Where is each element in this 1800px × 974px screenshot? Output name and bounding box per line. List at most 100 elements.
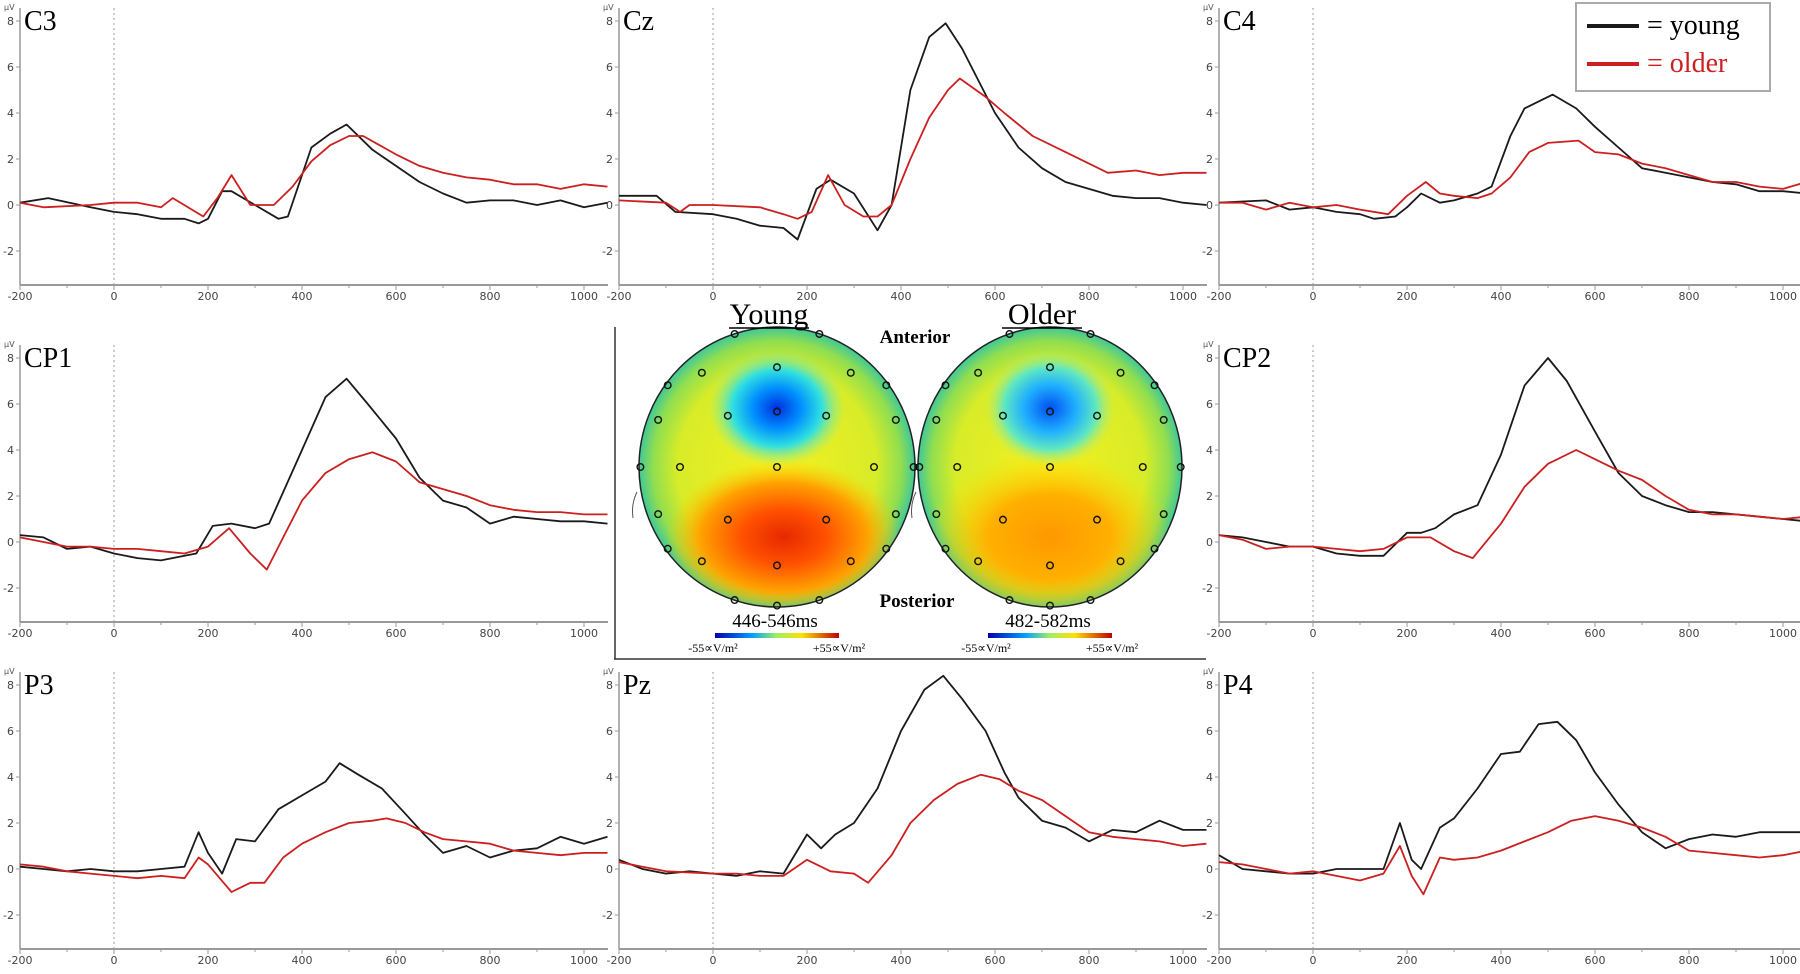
x-tick-label: 400 — [891, 954, 912, 967]
electrode-marker — [882, 381, 891, 390]
channel-label: CP2 — [1223, 343, 1271, 374]
electrode-marker — [730, 329, 739, 338]
colorbar-min-label: -55∝V/m² — [961, 641, 1011, 655]
waveform-young — [1218, 720, 1800, 875]
topomap-young: Young 446-546ms -55∝V/m² +55∝V/m² — [632, 300, 918, 655]
y-tick-label: 4 — [7, 444, 14, 457]
electrode-marker — [932, 415, 941, 424]
colorbar-max-label: +55∝V/m² — [1086, 641, 1139, 655]
electrode-marker — [1159, 415, 1168, 424]
legend-item-older: = older — [1587, 48, 1727, 80]
x-tick-label: -200 — [1207, 290, 1232, 303]
x-tick-label: -200 — [8, 290, 33, 303]
x-tick-label: 800 — [1679, 954, 1700, 967]
electrode-marker — [1086, 329, 1095, 338]
y-tick-label: -2 — [1202, 909, 1213, 922]
waveform-older — [19, 817, 608, 893]
posterior-label: Posterior — [880, 591, 955, 612]
electrode-marker — [1150, 381, 1159, 390]
y-tick-label: 0 — [7, 863, 14, 876]
y-unit-label: µV — [4, 340, 15, 349]
erp-plot: µV 8 6 4 2 0 -2 -200 0 200 400 600 800 1000 Cz — [602, 3, 1207, 303]
y-tick-label: 4 — [7, 107, 14, 120]
electrode-marker — [909, 462, 918, 471]
electrode-marker — [1116, 557, 1125, 566]
y-tick-label: 8 — [1206, 15, 1213, 28]
electrode-marker — [1159, 510, 1168, 519]
y-unit-label: µV — [1203, 667, 1214, 676]
x-tick-label: 0 — [1310, 627, 1317, 640]
topomap-title-older: Older — [1008, 300, 1076, 331]
x-tick-label: 0 — [111, 954, 118, 967]
y-tick-label: 4 — [7, 771, 14, 784]
y-tick-label: -2 — [3, 582, 14, 595]
electrode-marker — [953, 462, 962, 471]
electrode-marker — [1005, 596, 1014, 605]
x-tick-label: 0 — [1310, 954, 1317, 967]
waveform-young — [1218, 357, 1800, 557]
electrode-marker — [1138, 462, 1147, 471]
erp-plot: µV 8 6 4 2 0 -2 -200 0 200 400 600 800 1000 Pz — [602, 667, 1207, 967]
y-tick-label: 6 — [606, 61, 613, 74]
y-tick-label: 6 — [7, 398, 14, 411]
x-tick-label: 1000 — [1769, 290, 1797, 303]
y-tick-label: -2 — [1202, 582, 1213, 595]
waveform-young — [1218, 93, 1800, 220]
electrode-marker — [723, 515, 732, 524]
erp-plot: µV 8 6 4 2 0 -2 -200 0 200 400 600 800 1000 C3 — [3, 3, 608, 303]
ear-icon — [632, 491, 638, 519]
electrode-marker — [815, 329, 824, 338]
y-tick-label: 8 — [7, 15, 14, 28]
electrode-marker — [846, 368, 855, 377]
positive-region — [926, 452, 1174, 607]
x-tick-label: 200 — [1397, 954, 1418, 967]
y-tick-label: 0 — [606, 863, 613, 876]
x-tick-label: 0 — [710, 954, 717, 967]
channel-label: C4 — [1223, 6, 1256, 37]
electrode-marker — [822, 411, 831, 420]
electrode-marker — [1005, 329, 1014, 338]
waveform-older — [618, 773, 1207, 884]
electrode-marker — [675, 462, 684, 471]
erp-plot: µV 8 6 4 2 0 -2 -200 0 200 400 600 800 1000 P3 — [3, 667, 608, 967]
y-tick-label: 6 — [606, 725, 613, 738]
erp-panel-c3: µV 8 6 4 2 0 -2 -200 0 200 400 600 800 1000 C3 — [0, 0, 610, 310]
erp-panel-p3: µV 8 6 4 2 0 -2 -200 0 200 400 600 800 1000 P3 — [0, 664, 610, 974]
y-tick-label: 2 — [1206, 817, 1213, 830]
head-outline — [917, 326, 1183, 608]
waveform-older — [1218, 815, 1800, 896]
y-tick-label: 0 — [1206, 199, 1213, 212]
electrode-marker — [663, 544, 672, 553]
electrode-marker — [654, 510, 663, 519]
x-tick-label: 1000 — [570, 290, 598, 303]
y-tick-label: 2 — [7, 153, 14, 166]
y-tick-label: 6 — [1206, 398, 1213, 411]
electrode-marker — [915, 462, 924, 471]
x-tick-label: 200 — [797, 954, 818, 967]
y-tick-label: -2 — [3, 909, 14, 922]
x-tick-label: 1000 — [1169, 290, 1197, 303]
x-tick-label: 600 — [1585, 627, 1606, 640]
electrode-marker — [882, 544, 891, 553]
y-unit-label: µV — [603, 667, 614, 676]
topomap-older: Older 482-582ms -55∝V/m² +55∝V/m² — [911, 300, 1185, 655]
electrode-marker — [1086, 596, 1095, 605]
x-tick-label: -200 — [8, 627, 33, 640]
x-tick-label: -200 — [1207, 954, 1232, 967]
y-tick-label: 2 — [7, 490, 14, 503]
x-tick-label: 200 — [1397, 290, 1418, 303]
y-tick-label: -2 — [1202, 245, 1213, 258]
waveform-young — [618, 674, 1207, 877]
y-tick-label: 8 — [606, 679, 613, 692]
x-tick-label: 200 — [797, 290, 818, 303]
y-tick-label: 2 — [1206, 153, 1213, 166]
electrode-marker — [636, 462, 645, 471]
erp-panel-p4: µV 8 6 4 2 0 -2 -200 0 200 400 600 800 1000 P4 — [1199, 664, 1800, 974]
electrode-marker — [1176, 462, 1185, 471]
y-tick-label: 6 — [7, 725, 14, 738]
x-tick-label: 800 — [480, 627, 501, 640]
y-tick-label: 0 — [1206, 536, 1213, 549]
erp-plot: µV 8 6 4 2 0 -2 -200 0 200 400 600 800 1000 P4 — [1202, 667, 1800, 967]
x-tick-label: 400 — [1491, 627, 1512, 640]
y-unit-label: µV — [1203, 340, 1214, 349]
